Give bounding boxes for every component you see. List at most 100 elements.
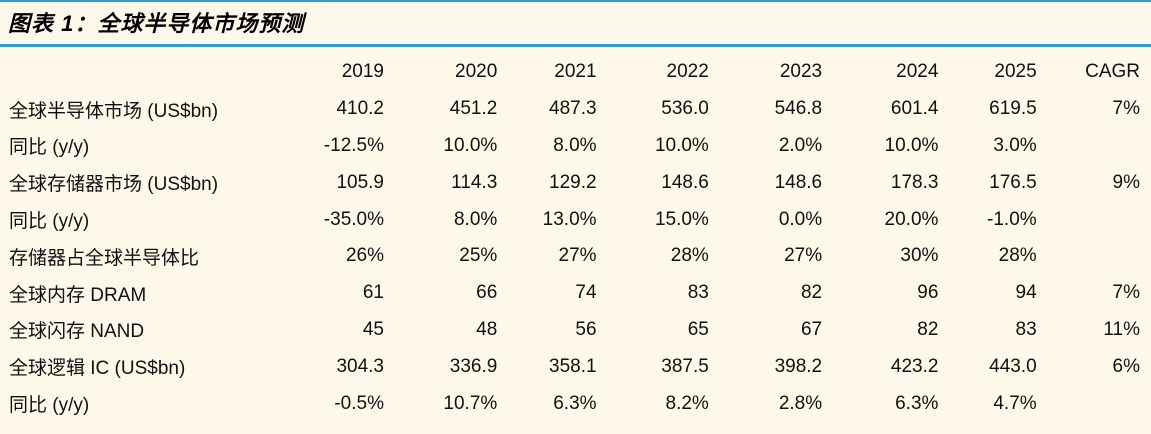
table-cell: 8.0% [553,134,597,156]
header-year-2024: 2024 [896,61,939,83]
row-label: 全球半导体市场 (US$bn) [9,100,219,122]
row-label: 全球闪存 NAND [9,321,145,343]
table-cell: 10.7% [443,392,498,414]
table-cell: -35.0% [323,208,384,230]
table-cell: 148.6 [661,171,709,193]
table-cell: 451.2 [449,98,498,120]
table-cell: 129.2 [549,171,597,193]
table-cell: 3.0% [993,134,1037,156]
table-cell: 336.9 [449,355,498,377]
table-cell: 546.8 [774,98,823,120]
cagr-cell: 7% [1112,98,1140,120]
header-year-2021: 2021 [554,61,597,83]
table-cell: 10.0% [884,134,939,156]
row-label: 全球存储器市场 (US$bn) [9,174,219,196]
figure-title-row: 图表 1：全球半导体市场预测 [8,4,304,40]
table-cell: 358.1 [549,355,597,377]
table-cell: 45 [362,318,384,340]
table-cell: 176.5 [989,171,1037,193]
table-cell: 94 [1015,282,1037,304]
table-row: 全球半导体市场 (US$bn) 410.2 451.2 487.3 536.0 … [0,91,1140,128]
title-rule [0,44,1151,47]
table-cell: 28% [998,245,1037,267]
table-cell: 0.0% [778,208,823,230]
table-cell: 15.0% [654,208,709,230]
table-cell: 25% [459,245,498,267]
table-cell: 26% [345,245,384,267]
table-cell: 6.3% [895,392,939,414]
row-label: 全球逻辑 IC (US$bn) [9,358,186,380]
table-cell: 6.3% [553,392,597,414]
table-cell: 66 [476,282,498,304]
table-cell: 8.0% [453,208,498,230]
table-cell: 398.2 [774,355,823,377]
header-year-2025: 2025 [994,61,1037,83]
table-cell: 8.2% [665,392,709,414]
table-cell: 148.6 [774,171,823,193]
table-cell: 27% [784,245,823,267]
cagr-cell [1037,238,1140,275]
table-cell: 619.5 [989,98,1037,120]
row-label: 同比 (y/y) [9,137,90,159]
table-cell: 65 [687,318,709,340]
table-cell: 2.8% [778,392,823,414]
table-cell: -12.5% [323,134,384,156]
header-year-2022: 2022 [666,61,709,83]
cagr-cell [1037,201,1140,238]
table-cell: 4.7% [993,392,1037,414]
table-row: 存储器占全球半导体比 26% 25% 27% 28% 27% 30% 28% [0,238,1140,275]
table-cell: 27% [558,245,597,267]
header-year-2019: 2019 [341,61,384,83]
table-cell: 443.0 [989,355,1037,377]
table-row: 同比 (y/y) -12.5% 10.0% 8.0% 10.0% 2.0% 10… [0,128,1140,165]
header-label-cell [0,54,280,91]
table-row: 全球逻辑 IC (US$bn) 304.3 336.9 358.1 387.5 … [0,348,1140,385]
table-row: 同比 (y/y) -35.0% 8.0% 13.0% 15.0% 0.0% 20… [0,201,1140,238]
table-cell: 82 [917,318,939,340]
semiconductor-market-table: 2019 2020 2021 2022 2023 2024 2025 CAGR … [0,54,1140,422]
table-cell: 13.0% [542,208,597,230]
table-cell: 536.0 [661,98,709,120]
header-year-2020: 2020 [455,61,498,83]
table-cell: 30% [900,245,939,267]
cagr-cell: 9% [1112,171,1140,193]
table-row: 全球存储器市场 (US$bn) 105.9 114.3 129.2 148.6 … [0,164,1140,201]
cagr-cell [1037,128,1140,165]
cagr-cell [1037,385,1140,422]
table-cell: 601.4 [890,98,939,120]
table-cell: 423.2 [890,355,939,377]
top-rule [0,0,1151,2]
table-cell: -1.0% [987,208,1037,230]
row-label: 同比 (y/y) [9,395,90,417]
table-cell: 74 [575,282,597,304]
header-cagr: CAGR [1085,61,1140,83]
table-cell: 48 [476,318,498,340]
header-year-2023: 2023 [779,61,823,83]
table-cell: 2.0% [778,134,823,156]
header-row: 2019 2020 2021 2022 2023 2024 2025 CAGR [0,54,1140,91]
cagr-cell: 11% [1103,318,1140,340]
row-label: 全球内存 DRAM [9,284,147,306]
table-cell: 67 [800,318,823,340]
table-cell: 20.0% [884,208,939,230]
table-cell: 56 [575,318,597,340]
table-row: 全球闪存 NAND 45 48 56 65 67 82 83 11% [0,312,1140,349]
cagr-cell: 6% [1112,355,1140,377]
row-label: 存储器占全球半导体比 [9,247,200,269]
figure-title: 图表 1：全球半导体市场预测 [8,11,305,36]
table-cell: -0.5% [334,392,384,414]
table-row: 同比 (y/y) -0.5% 10.7% 6.3% 8.2% 2.8% 6.3%… [0,385,1140,422]
table-cell: 114.3 [451,171,498,193]
table-cell: 105.9 [336,171,384,193]
table-cell: 10.0% [654,134,709,156]
table-cell: 304.3 [336,355,384,377]
table-cell: 96 [917,282,939,304]
table-cell: 83 [687,282,709,304]
table-cell: 83 [1015,318,1037,340]
table-cell: 10.0% [443,134,498,156]
table-cell: 28% [670,245,709,267]
table-cell: 387.5 [661,355,709,377]
table-cell: 487.3 [549,98,597,120]
table-cell: 82 [800,282,823,304]
cagr-cell: 7% [1112,282,1140,304]
